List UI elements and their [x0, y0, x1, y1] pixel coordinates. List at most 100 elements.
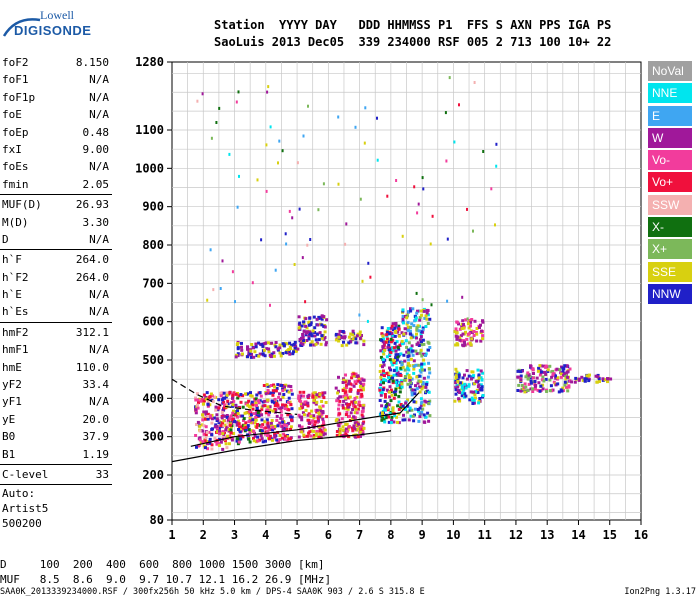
echo-point [270, 354, 274, 358]
echo-point [229, 428, 233, 432]
echo-point [380, 418, 384, 422]
echo-point [566, 389, 570, 393]
echo-point [276, 424, 280, 428]
echo-point [479, 339, 483, 343]
header-values-line: SaoLuis 2013 Dec05 339 234000 RSF 005 2 … [214, 35, 612, 49]
echo-point [258, 438, 262, 442]
param-separator [0, 249, 112, 251]
echo-point [392, 420, 396, 424]
echo-point [198, 438, 202, 442]
echo-point [419, 385, 423, 389]
echo-point [399, 406, 403, 410]
echo-point [402, 353, 406, 357]
echo-point [394, 353, 398, 357]
echo-point [354, 407, 358, 411]
echo-point [322, 337, 326, 341]
echo-point [313, 391, 317, 395]
echo-point [362, 339, 366, 343]
param-name: B0 [2, 430, 16, 444]
echo-point [271, 389, 275, 393]
param-name: MUF(D) [2, 198, 42, 212]
echo-point [202, 432, 206, 436]
echo-point [355, 411, 359, 415]
echo-point [467, 326, 471, 330]
echo-point [565, 370, 569, 374]
echo-point [354, 374, 358, 378]
echo-point [421, 380, 425, 384]
echo-point [389, 326, 393, 330]
echo-point [337, 182, 340, 186]
echo-point [283, 407, 287, 411]
echo-point [219, 440, 223, 444]
echo-point [414, 363, 418, 367]
param-row: C-level 33 [0, 466, 112, 483]
echo-point [242, 419, 245, 422]
echo-point [246, 355, 249, 359]
echo-point [378, 370, 382, 373]
scaled-parameters-panel: foF2 8.150 foF1 N/A foF1p N/A foE N/A foEp 0.48 fx… [0, 54, 112, 531]
echo-point [275, 418, 279, 422]
echo-point [481, 371, 485, 375]
echo-point [421, 407, 425, 411]
echo-point [399, 403, 403, 406]
echo-point [393, 326, 397, 330]
echo-point [353, 396, 357, 400]
echo-point [305, 339, 309, 342]
param-name: fmin [2, 177, 29, 191]
echo-point [468, 341, 472, 345]
echo-point [223, 403, 226, 407]
echo-point [355, 421, 359, 425]
echo-point [407, 325, 410, 329]
echo-point [416, 408, 420, 411]
echo-point [206, 400, 210, 404]
param-value: 1.19 [82, 447, 110, 461]
echo-point [420, 343, 424, 347]
echo-point [388, 332, 392, 336]
echo-point [277, 406, 281, 410]
echo-point [424, 314, 428, 318]
echo-point [568, 367, 572, 371]
echo-point [231, 270, 234, 274]
echo-point [407, 358, 411, 362]
echo-point [292, 350, 295, 354]
echo-point [401, 418, 405, 422]
echo-point [302, 320, 306, 324]
echo-point [446, 299, 449, 303]
echo-point [345, 429, 349, 433]
param-name: yF1 [2, 395, 22, 409]
echo-point [194, 396, 197, 400]
echo-point [474, 380, 478, 383]
echo-point [386, 194, 389, 198]
echo-point [224, 442, 228, 446]
echo-point [519, 378, 523, 382]
echo-point [340, 344, 344, 348]
echo-point [473, 393, 477, 397]
echo-point [479, 369, 483, 373]
echo-point [246, 392, 250, 396]
echo-point [409, 325, 412, 329]
echo-point [236, 347, 240, 351]
echo-point [533, 380, 537, 383]
echo-point [376, 158, 379, 162]
echo-point [263, 432, 267, 436]
muf-row: MUF 8.5 8.6 9.0 9.7 10.7 12.1 16.2 26.9 … [0, 573, 332, 586]
echo-point [422, 385, 426, 389]
echo-point [390, 324, 394, 328]
echo-point [315, 317, 319, 321]
echo-point [460, 325, 464, 328]
echo-point [469, 343, 473, 347]
echo-point [211, 400, 215, 404]
echo-point [228, 434, 232, 438]
echo-point [353, 380, 357, 384]
echo-point [321, 417, 325, 421]
echo-point [252, 437, 255, 440]
echo-point [475, 388, 479, 392]
param-name: hmF1 [2, 343, 29, 357]
param-row: M(D) 3.30 [0, 214, 112, 231]
echo-point [282, 432, 286, 436]
echo-point [476, 391, 480, 394]
echo-point [562, 373, 565, 377]
x-tick-label: 9 [419, 528, 426, 542]
echo-point [238, 425, 242, 429]
echo-point [545, 390, 549, 393]
